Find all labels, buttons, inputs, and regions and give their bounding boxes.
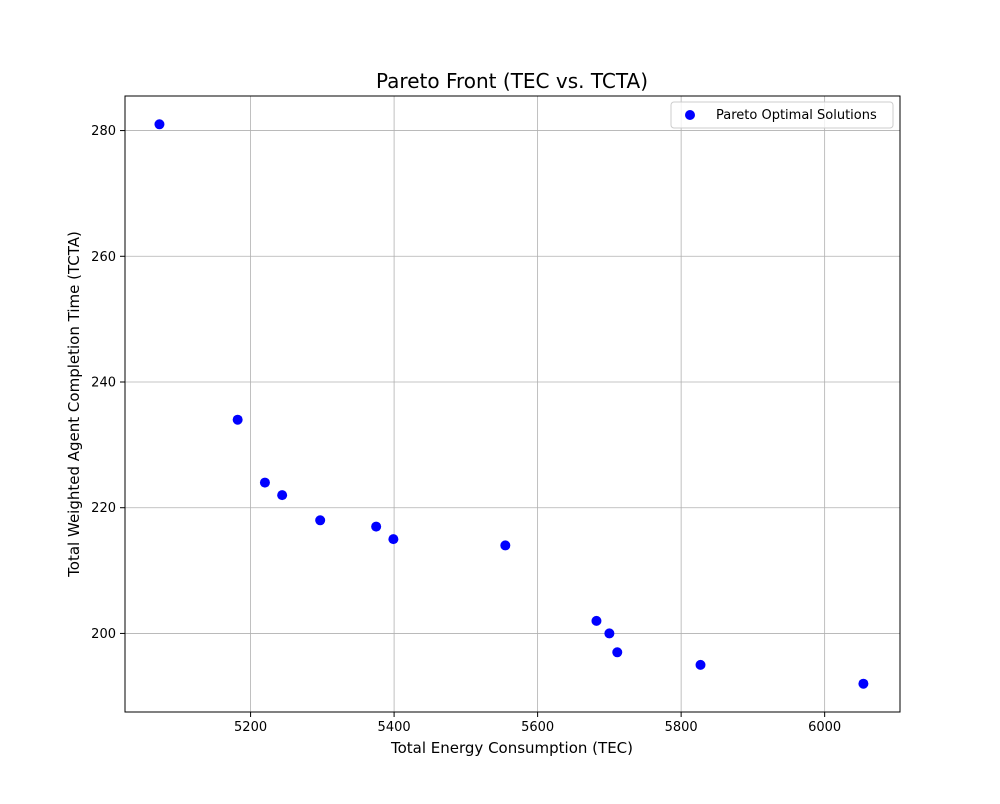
data-point xyxy=(500,540,511,551)
y-tick-label: 200 xyxy=(91,627,116,642)
x-tick-label: 5800 xyxy=(665,720,698,735)
x-tick-label: 5400 xyxy=(378,720,411,735)
grid-lines xyxy=(125,96,900,712)
data-point xyxy=(154,119,165,130)
x-axis: 5200 5400 5600 5800 6000 xyxy=(234,712,841,735)
data-point xyxy=(388,534,399,545)
data-point xyxy=(259,477,270,488)
x-tick-label: 5200 xyxy=(234,720,267,735)
y-axis-label: Total Weighted Agent Completion Time (TC… xyxy=(65,231,83,578)
data-point xyxy=(604,628,615,639)
x-tick-label: 5600 xyxy=(521,720,554,735)
data-point xyxy=(858,678,869,689)
y-axis: 200 220 240 260 280 xyxy=(91,124,125,642)
data-point xyxy=(277,490,288,501)
legend-label: Pareto Optimal Solutions xyxy=(716,108,877,123)
data-points xyxy=(154,119,869,689)
legend: Pareto Optimal Solutions xyxy=(670,101,894,129)
data-point xyxy=(315,515,326,526)
x-tick-label: 6000 xyxy=(808,720,841,735)
y-tick-label: 220 xyxy=(91,501,116,516)
data-point xyxy=(371,521,382,532)
data-point xyxy=(612,647,623,658)
chart-title: Pareto Front (TEC vs. TCTA) xyxy=(376,69,648,93)
data-point xyxy=(695,659,706,670)
y-tick-label: 240 xyxy=(91,376,116,391)
data-point xyxy=(232,414,243,425)
legend-box xyxy=(670,101,894,129)
y-tick-label: 280 xyxy=(91,124,116,139)
data-point xyxy=(591,615,602,626)
legend-marker xyxy=(685,110,695,120)
x-axis-label: Total Energy Consumption (TEC) xyxy=(390,739,633,757)
plot-frame xyxy=(124,95,901,713)
y-tick-label: 260 xyxy=(91,250,116,265)
